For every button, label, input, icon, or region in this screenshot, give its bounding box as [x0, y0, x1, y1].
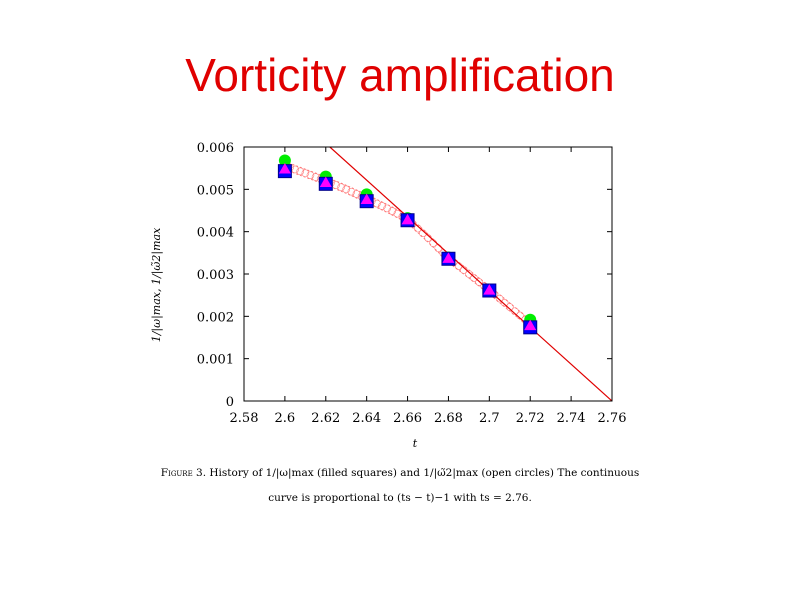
band-open-circle: [342, 185, 351, 194]
x-tick-label: 2.72: [516, 411, 545, 426]
y-axis-label: 1/|ω|max, 1/|ω̃2|max: [150, 227, 164, 342]
figure-label: Figure 3.: [160, 467, 207, 479]
y-tick-label: 0.001: [197, 353, 234, 368]
figure-caption-text: History of 1/|ω|max (filled squares) and…: [209, 467, 640, 479]
band-open-circle: [388, 207, 397, 215]
x-axis-ticks: 2.58 2.6 2.62 2.64 2.66 2.68 2.7 2.72 2.74 2.76: [230, 147, 627, 426]
band-open-circle: [347, 187, 356, 196]
triangle-marker: [483, 284, 496, 295]
y-tick-label: 0.003: [197, 268, 234, 283]
x-tick-label: 2.7: [479, 411, 500, 426]
band-open-circle: [337, 183, 345, 192]
band-open-circle: [505, 303, 514, 311]
band-open-circle: [500, 298, 509, 307]
band-open-circle: [352, 190, 361, 198]
triangle-marker: [319, 176, 332, 188]
fit-curve: [329, 147, 612, 401]
x-tick-label: 2.74: [557, 411, 586, 426]
y-tick-label: 0.006: [197, 141, 234, 156]
slide-title: Vorticity amplification: [185, 49, 615, 101]
plot-frame: [243, 146, 613, 402]
band-lower: [284, 169, 531, 329]
band-open-circle: [296, 167, 305, 176]
triangle-marker: [278, 163, 291, 174]
y-tick-label: 0: [226, 395, 234, 410]
y-tick-label: 0.002: [197, 310, 234, 325]
circle-marker: [278, 154, 291, 167]
fit-line: [329, 147, 612, 401]
x-tick-label: 2.58: [230, 411, 259, 426]
data-markers: [277, 154, 538, 335]
x-tick-label: 2.68: [434, 411, 463, 426]
figure-caption-line1: Figure 3. History of 1/|ω|max (filled sq…: [130, 467, 670, 479]
triangle-marker: [401, 213, 414, 225]
band-open-circle: [306, 171, 315, 179]
triangle-marker: [360, 193, 373, 204]
band-open-circle: [475, 278, 483, 286]
figure-caption-line2: curve is proportional to (ts − t)−1 with…: [268, 492, 532, 504]
y-tick-label: 0.004: [197, 226, 234, 241]
band-open-circle: [301, 169, 310, 178]
triangle-marker: [524, 319, 537, 331]
band-open-circle: [378, 202, 386, 210]
band-open-circle: [465, 270, 473, 278]
y-axis-ticks: 0 0.001 0.002 0.003 0.004 0.005 0.006: [197, 141, 612, 410]
x-tick-label: 2.64: [352, 411, 381, 426]
x-tick-label: 2.66: [393, 411, 422, 426]
uncertainty-band: [281, 161, 531, 329]
band-open-circle: [511, 307, 519, 316]
band-open-circle: [495, 294, 504, 303]
band-open-circle: [470, 274, 478, 282]
triangle-marker: [442, 252, 455, 263]
x-axis-label: t: [413, 437, 418, 450]
x-tick-label: 2.62: [311, 411, 340, 426]
x-tick-label: 2.76: [598, 411, 627, 426]
x-tick-label: 2.6: [275, 411, 296, 426]
y-tick-label: 0.005: [197, 183, 234, 198]
band-open-circle: [383, 204, 391, 213]
